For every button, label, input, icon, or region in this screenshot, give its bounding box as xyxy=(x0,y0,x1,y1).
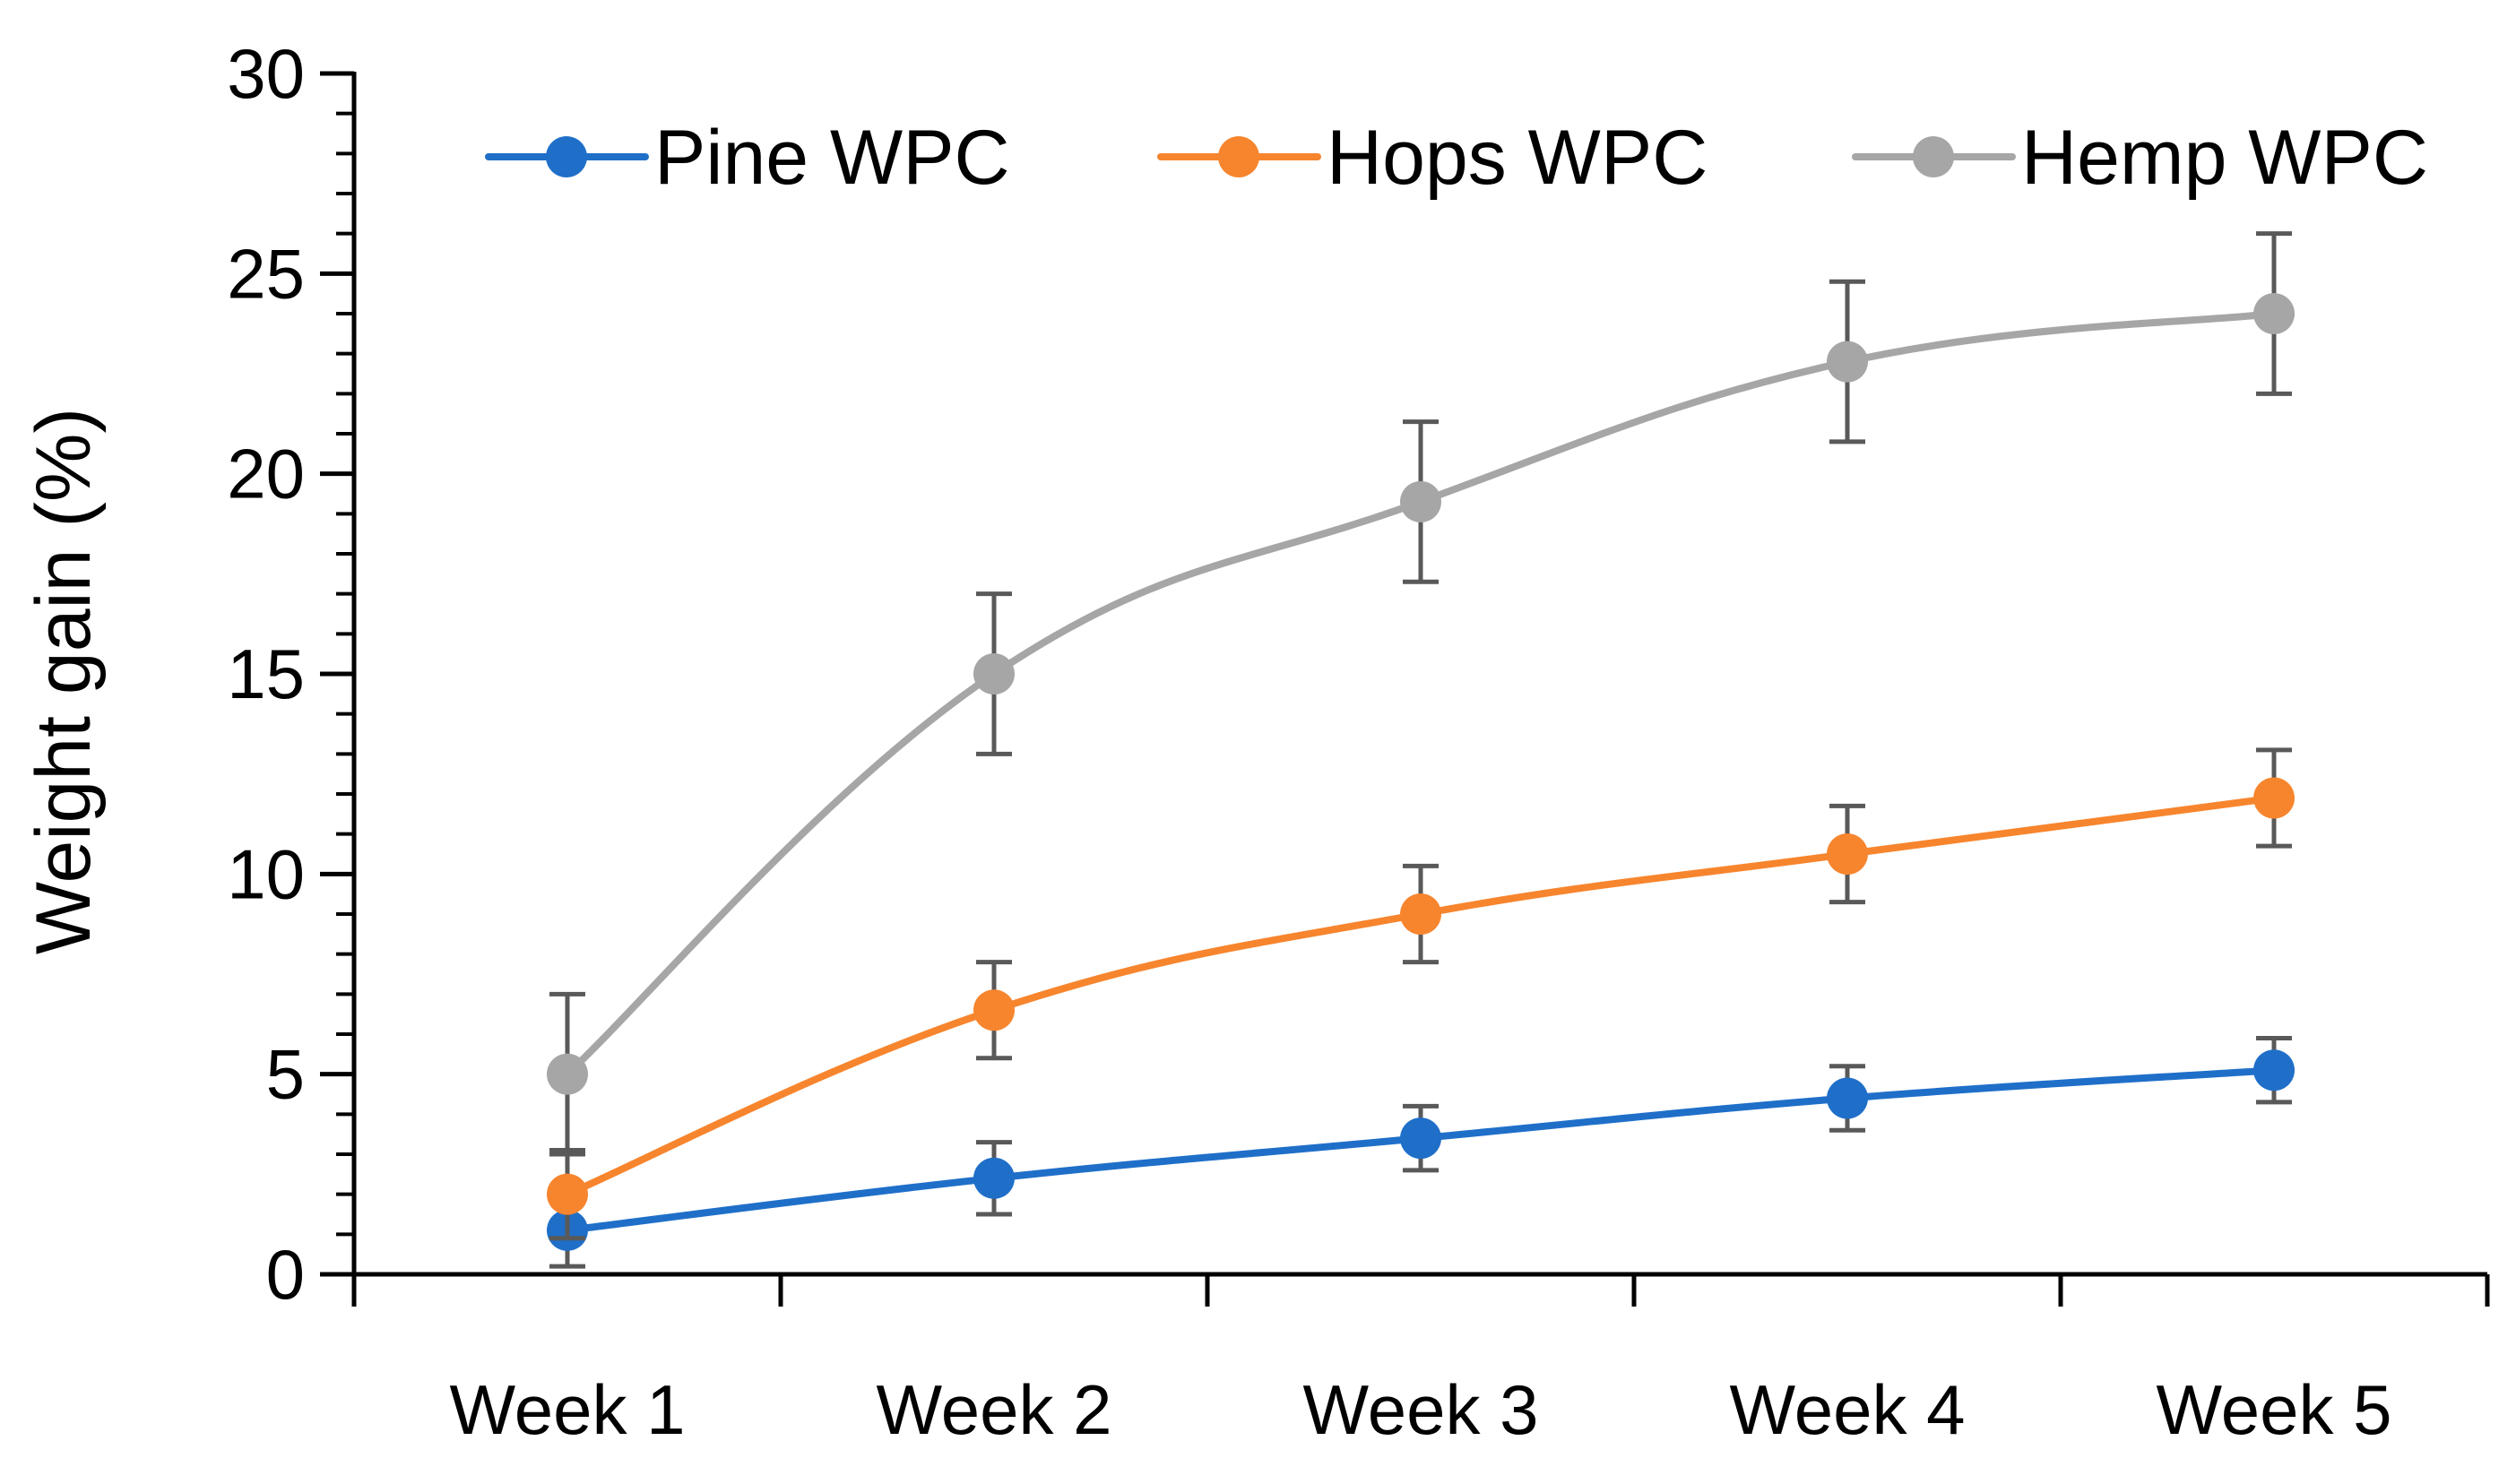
data-point xyxy=(2253,1049,2295,1091)
axes: 0 5 10 15 20 25 30 Week 1 Week 2 Week 3 Week 4 Week… xyxy=(227,34,2490,1449)
legend: Pine WPC Hops WPC Hemp WPC xyxy=(485,115,2428,201)
legend-label: Pine WPC xyxy=(654,115,1010,201)
y-tick-label: 15 xyxy=(227,634,305,713)
data-point xyxy=(973,653,1015,695)
x-tick-label: Week 3 xyxy=(1302,1370,1538,1449)
y-tick-label: 20 xyxy=(227,435,305,513)
legend-item-hemp-wpc: Hemp WPC xyxy=(1852,115,2428,201)
series-hemp-wpc xyxy=(547,231,2295,1157)
data-point xyxy=(1827,341,1868,383)
legend-marker xyxy=(1218,136,1259,177)
x-tick-label: Week 1 xyxy=(449,1370,685,1449)
y-tick-label: 10 xyxy=(227,834,305,913)
data-point xyxy=(1400,893,1441,935)
x-tick-label: Week 5 xyxy=(2156,1370,2391,1449)
x-tick-label: Week 2 xyxy=(876,1370,1111,1449)
data-point xyxy=(1400,480,1441,522)
y-tick-label: 30 xyxy=(227,34,305,113)
data-point xyxy=(547,1173,588,1215)
data-point xyxy=(2253,293,2295,334)
y-tick-label: 0 xyxy=(266,1235,305,1314)
legend-item-hops-wpc: Hops WPC xyxy=(1157,115,1708,201)
y-axis-title: Weight gain (%) xyxy=(21,408,107,954)
data-point xyxy=(1400,1117,1441,1160)
data-point xyxy=(973,989,1015,1031)
legend-label: Hops WPC xyxy=(1327,115,1708,201)
legend-label: Hemp WPC xyxy=(2021,115,2428,201)
y-tick-label: 5 xyxy=(266,1035,305,1114)
legend-marker xyxy=(546,136,587,177)
series-line-hemp-wpc xyxy=(564,310,2278,1078)
series-layer xyxy=(547,231,2295,1269)
legend-item-pine-wpc: Pine WPC xyxy=(485,115,1010,201)
data-point xyxy=(547,1053,588,1095)
data-point xyxy=(1827,833,1868,875)
data-point xyxy=(1827,1077,1868,1119)
y-tick-label: 25 xyxy=(227,234,305,313)
data-point xyxy=(2253,777,2295,819)
legend-marker xyxy=(1913,136,1954,177)
data-point xyxy=(973,1157,1015,1199)
series-hops-wpc xyxy=(547,747,2295,1241)
series-pine-wpc xyxy=(547,1035,2295,1269)
x-tick-label: Week 4 xyxy=(1729,1370,1965,1449)
